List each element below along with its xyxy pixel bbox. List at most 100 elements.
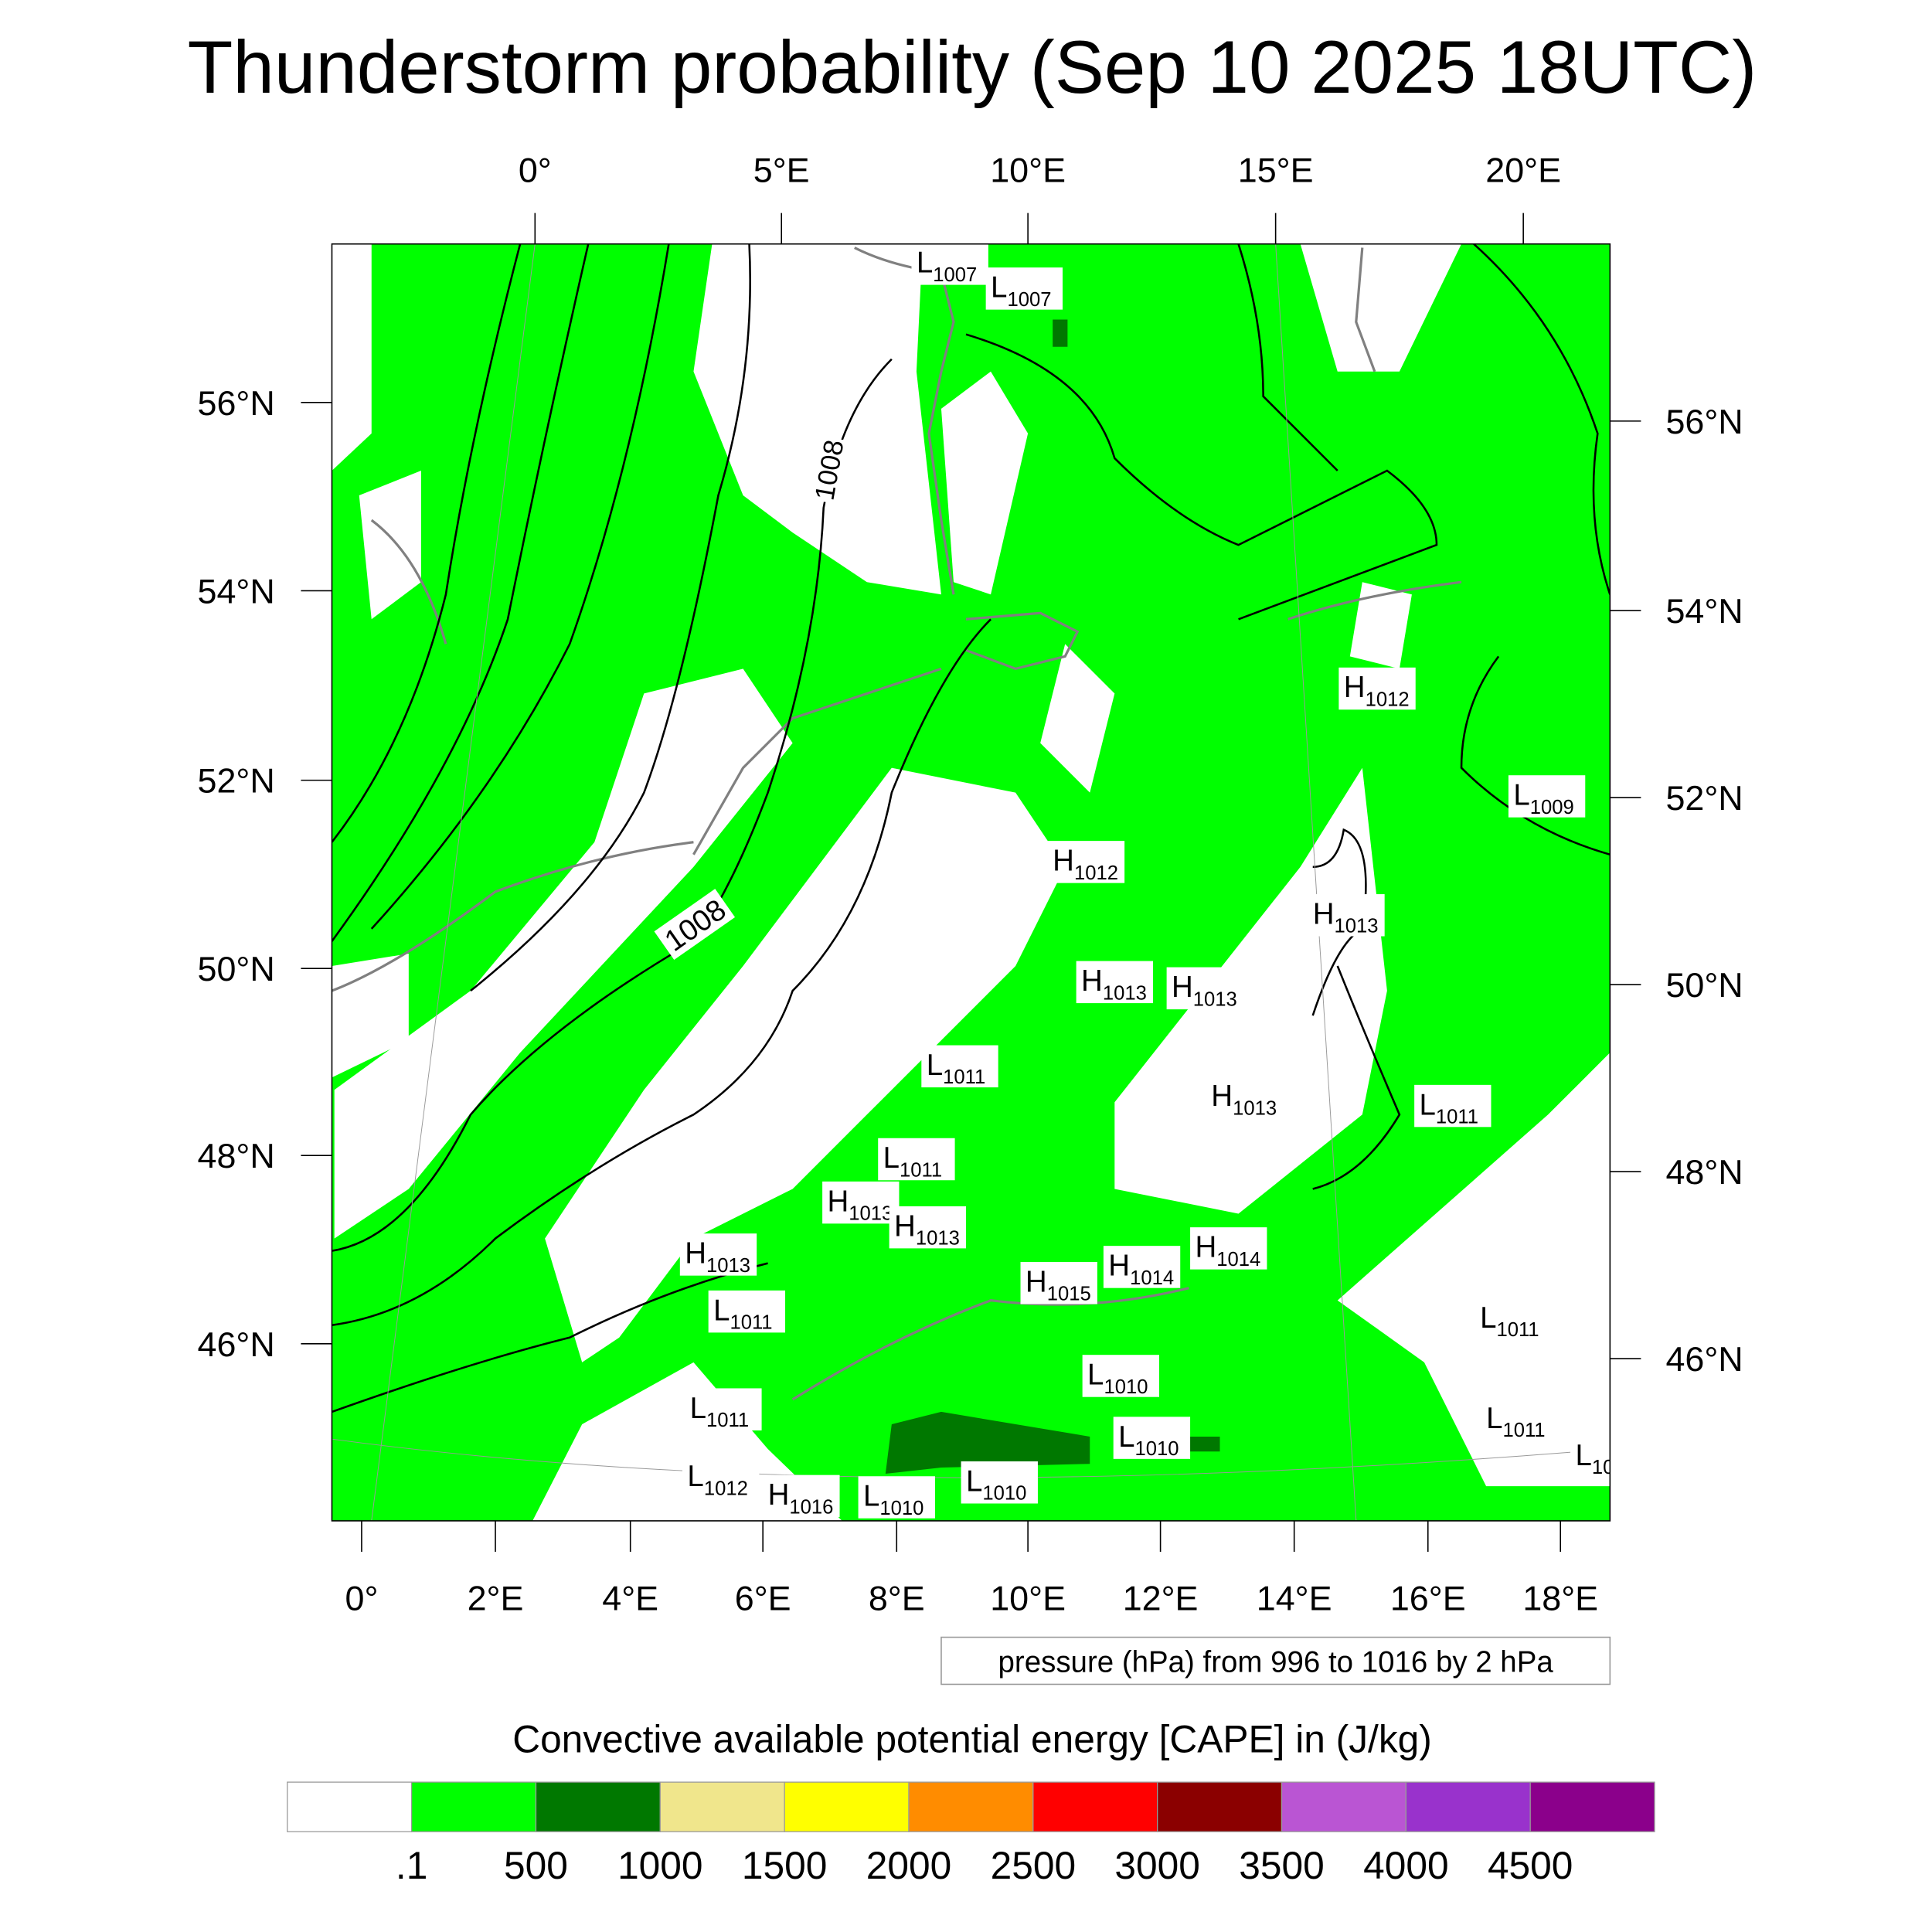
bottom-lon-label: 0° xyxy=(345,1578,379,1617)
colorbar-swatch xyxy=(410,1781,537,1832)
label-background xyxy=(682,1456,760,1499)
pressure-center-low: L1010 xyxy=(858,1476,935,1519)
label-background xyxy=(985,267,1063,310)
colorbar-swatch xyxy=(1281,1781,1406,1832)
label-background xyxy=(708,1290,786,1333)
top-lon-label: 10°E xyxy=(990,151,1066,190)
label-background xyxy=(822,1181,900,1224)
pressure-center-label: L1011 xyxy=(883,1141,943,1181)
colorbar-swatch xyxy=(1529,1781,1655,1832)
pressure-center-low: L1011 xyxy=(921,1045,998,1088)
pressure-center-low: L1011 xyxy=(1414,1084,1492,1128)
pressure-center-label: H1014 xyxy=(1108,1250,1174,1289)
left-lat-label: 52°N xyxy=(198,761,275,801)
pressure-center-label: L1009 xyxy=(1513,779,1573,818)
right-lat-label: 50°N xyxy=(1665,965,1743,1005)
left-lat-label: 50°N xyxy=(198,949,275,988)
pressure-center-low: L1011 xyxy=(1475,1298,1553,1341)
pressure-center-low: L1010 xyxy=(961,1461,1038,1505)
pressure-center-label: H1012 xyxy=(1053,845,1118,884)
colorbar-swatch xyxy=(1157,1781,1283,1832)
map-frame xyxy=(331,243,1611,1522)
colorbar-label: .1 xyxy=(396,1844,427,1887)
pressure-center-label: L1011 xyxy=(690,1392,749,1431)
pressure-center-label: L1011 xyxy=(927,1049,986,1088)
pressure-center-label: L1010 xyxy=(1118,1420,1179,1460)
label-background xyxy=(878,1138,955,1181)
colorbar-title: Convective available potential energy [C… xyxy=(512,1718,1432,1761)
coastlines xyxy=(332,247,1462,1401)
pressure-center-low: L1007 xyxy=(911,243,988,286)
colorbar-label: 1000 xyxy=(617,1844,702,1887)
pressure-center-high: H1013 xyxy=(1076,961,1153,1004)
bottom-lon-label: 4°E xyxy=(602,1578,658,1617)
pressure-center-low: L1011 xyxy=(708,1290,786,1334)
label-background xyxy=(763,1475,840,1518)
label-background xyxy=(1047,841,1125,883)
pressure-center-label: L1011 xyxy=(1486,1402,1546,1441)
pressure-note: pressure (hPa) from 996 to 1016 by 2 hPa xyxy=(998,1645,1554,1679)
pressure-center-high: H1013 xyxy=(822,1181,900,1225)
pressure-center-label: H1013 xyxy=(685,1237,750,1277)
pressure-center-label: H1013 xyxy=(1172,971,1237,1010)
left-lat-label: 46°N xyxy=(198,1325,275,1364)
pressure-center-label: H1016 xyxy=(768,1478,834,1518)
pressure-center-low: L10 xyxy=(1570,1435,1614,1478)
label-background xyxy=(679,1233,757,1276)
pressure-center-label: H1013 xyxy=(1211,1080,1277,1119)
colorbar-label: 2000 xyxy=(866,1844,951,1887)
label-background xyxy=(1190,1227,1267,1270)
colorbar-swatch xyxy=(535,1781,661,1832)
colorbar-swatch xyxy=(1405,1781,1531,1832)
pressure-center-label: H1014 xyxy=(1195,1231,1260,1270)
pressure-center-label: H1013 xyxy=(894,1209,960,1249)
top-lon-label: 20°E xyxy=(1485,151,1561,190)
pressure-center-low: L1011 xyxy=(1481,1398,1559,1441)
label-background xyxy=(1570,1435,1611,1478)
pressure-center-label: L1010 xyxy=(966,1464,1026,1504)
pressure-center-high: H1013 xyxy=(889,1206,966,1250)
pressure-center-label: H1013 xyxy=(828,1185,893,1224)
right-lat-label: 48°N xyxy=(1665,1152,1743,1192)
pressure-note-box: pressure (hPa) from 996 to 1016 by 2 hPa xyxy=(940,1636,1611,1685)
left-latitude-axis: 56°N 54°N 52°N 50°N 48°N 46°N xyxy=(198,383,332,1364)
label-background xyxy=(1076,961,1153,1004)
pressure-center-label: L1007 xyxy=(991,271,1051,311)
right-lat-label: 56°N xyxy=(1665,402,1743,441)
label-background xyxy=(1082,1355,1159,1397)
colorbar-label: 3000 xyxy=(1114,1844,1199,1887)
pressure-center-high: H1012 xyxy=(1047,841,1125,884)
colorbar-label: 2500 xyxy=(991,1844,1076,1887)
colorbar-label: 500 xyxy=(504,1844,568,1887)
pressure-center-label: L10 xyxy=(1575,1439,1614,1478)
colorbar-label: 3500 xyxy=(1239,1844,1324,1887)
label-background xyxy=(858,1476,935,1519)
bottom-lon-label: 8°E xyxy=(869,1578,925,1617)
label-background xyxy=(1113,1417,1191,1459)
pressure-center-high: H1013 xyxy=(1166,967,1243,1010)
pressure-center-label: H1013 xyxy=(1313,898,1379,937)
colorbar-swatch xyxy=(659,1781,785,1832)
top-lon-label: 5°E xyxy=(753,151,810,190)
bottom-longitude-axis: 0° 2°E 4°E 6°E 8°E 10°E 12°E 14°E 16°E 1… xyxy=(345,1520,1598,1617)
pressure-center-high: H1014 xyxy=(1103,1246,1181,1289)
colorbar: .1 500 1000 1500 2000 2500 3000 3500 4000 4500 xyxy=(287,1781,1655,1887)
pressure-center-low: L1010 xyxy=(1082,1355,1159,1398)
left-lat-label: 48°N xyxy=(198,1136,275,1175)
colorbar-label: 4500 xyxy=(1488,1844,1573,1887)
label-background xyxy=(1166,967,1243,1010)
bottom-lon-label: 10°E xyxy=(990,1578,1066,1617)
bottom-lon-label: 2°E xyxy=(468,1578,524,1617)
label-background xyxy=(1508,775,1586,818)
pressure-center-low: L1010 xyxy=(1113,1417,1191,1460)
top-lon-label: 0° xyxy=(519,151,552,190)
label-background xyxy=(1414,1084,1492,1128)
pressure-center-low: L1011 xyxy=(878,1138,955,1181)
pressure-center-label: H1013 xyxy=(1081,964,1147,1004)
pressure-center-low: L1012 xyxy=(682,1456,760,1499)
label-background xyxy=(1206,1076,1284,1119)
pressure-center-label: H1012 xyxy=(1344,671,1410,710)
